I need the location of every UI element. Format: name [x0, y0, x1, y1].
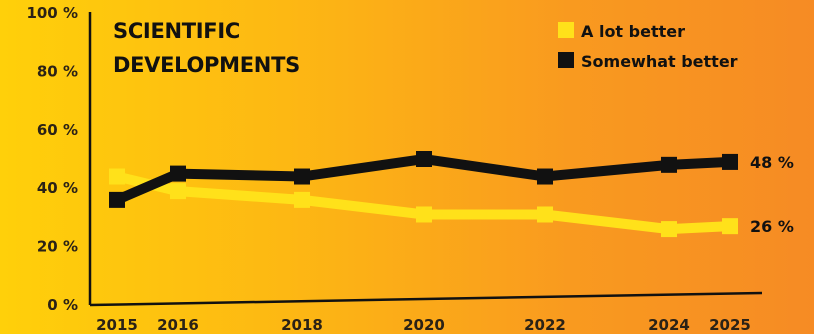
data-point: [109, 191, 125, 208]
data-point: [661, 156, 677, 173]
y-tick-label: 100 %: [26, 4, 78, 22]
x-tick-label: 2020: [403, 316, 445, 334]
x-tick-label: 2024: [648, 316, 690, 334]
legend-label-somewhat-better: Somewhat better: [581, 52, 738, 71]
data-point: [170, 183, 186, 200]
x-tick-label: 2025: [709, 316, 751, 334]
end-value-label: 26 %: [750, 217, 794, 236]
data-point: [294, 168, 310, 185]
end-value-label: 48 %: [750, 153, 794, 172]
legend-label-a-lot-better: A lot better: [581, 22, 685, 41]
chart-title-line-2: DEVELOPMENTS: [113, 53, 300, 77]
data-point: [722, 153, 738, 170]
y-tick-label: 20 %: [37, 238, 78, 256]
data-point: [537, 206, 553, 223]
x-axis-line: [89, 291, 763, 307]
end-labels: 26 % 48 %: [750, 153, 794, 236]
legend-swatch-somewhat-better: [558, 52, 574, 68]
legend-swatch-a-lot-better: [558, 22, 574, 38]
x-tick-label: 2018: [281, 316, 323, 334]
data-point: [109, 168, 125, 185]
x-tick-labels: 2015 2016 2018 2020 2022 2024 2025: [96, 316, 751, 334]
x-tick-label: 2016: [157, 316, 199, 334]
y-tick-label: 60 %: [37, 121, 78, 139]
y-tick-labels: 0 % 20 % 40 % 60 % 80 % 100 %: [26, 4, 78, 314]
y-tick-label: 80 %: [37, 62, 78, 80]
data-point: [661, 221, 677, 238]
data-point: [294, 191, 310, 208]
data-point: [416, 151, 432, 167]
series-layer: [109, 151, 738, 238]
y-tick-label: 0 %: [47, 296, 78, 314]
x-tick-label: 2022: [524, 316, 566, 334]
x-tick-label: 2015: [96, 316, 138, 334]
data-point: [170, 165, 186, 182]
data-point: [722, 218, 738, 235]
data-point: [537, 168, 553, 185]
y-tick-label: 40 %: [37, 179, 78, 197]
data-point: [416, 206, 432, 223]
chart-title-line-1: SCIENTIFIC: [113, 19, 240, 43]
